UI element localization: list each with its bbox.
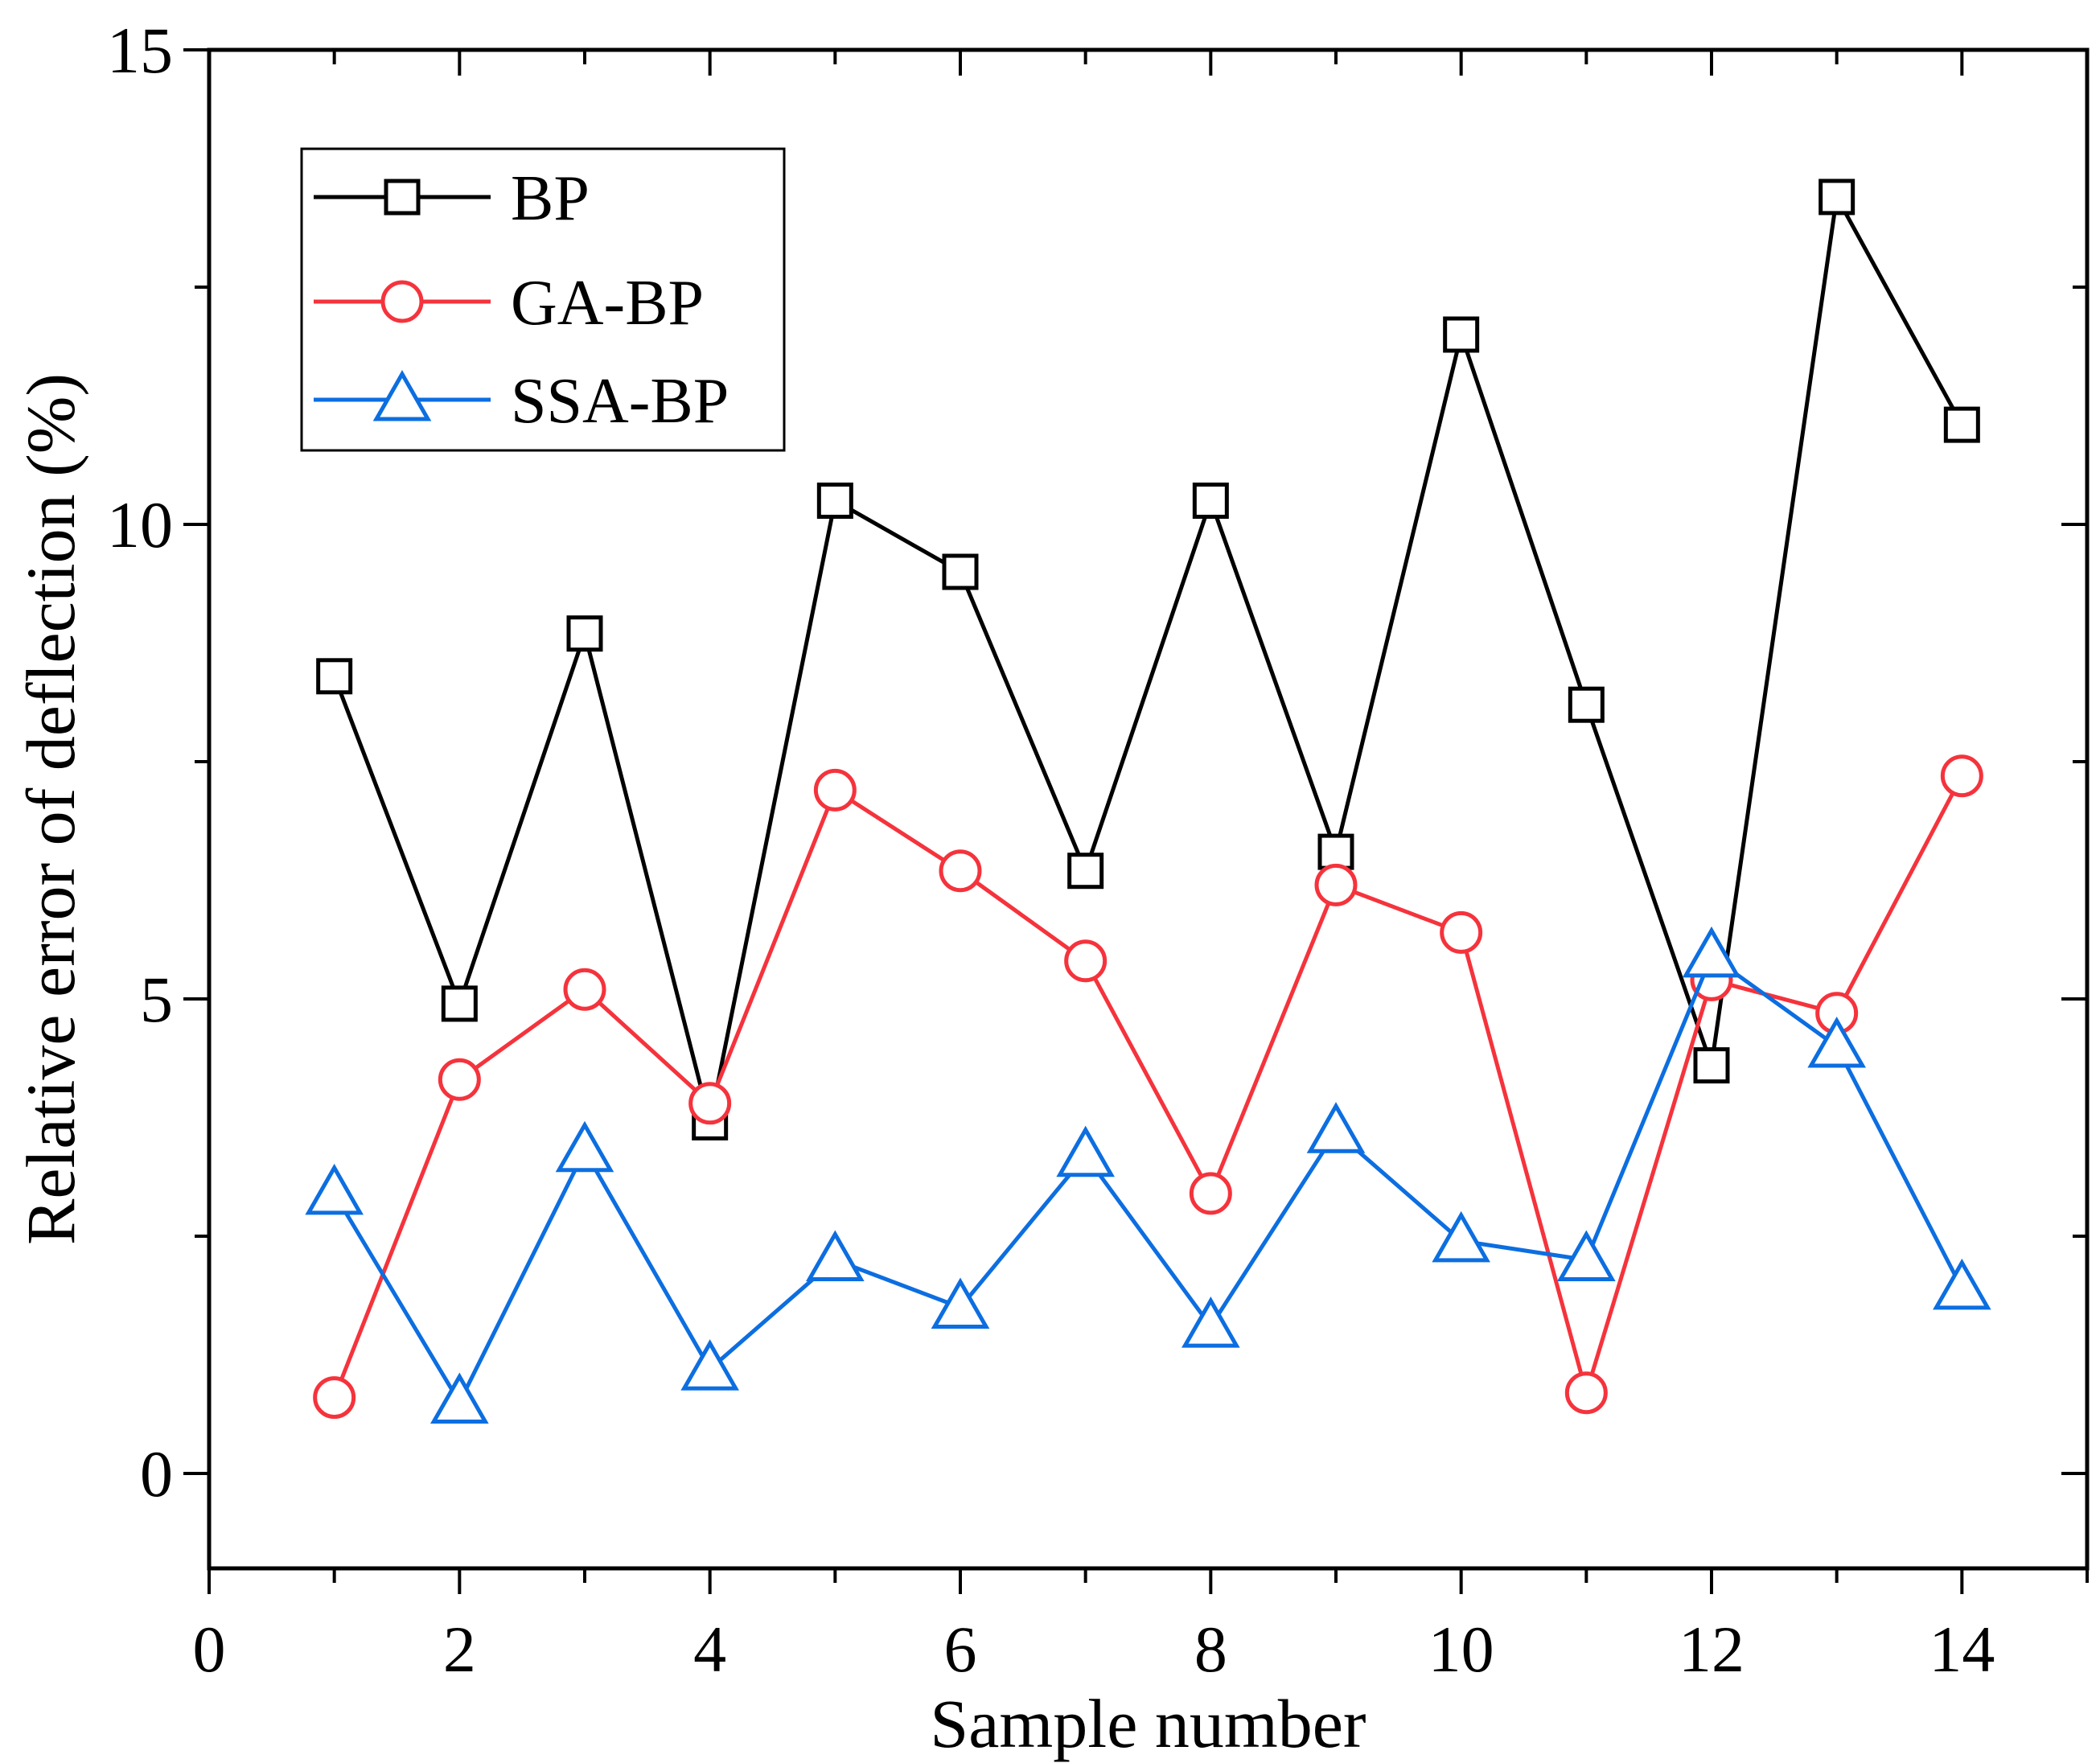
data-series [305, 179, 1991, 1424]
axis-ticks [183, 48, 2089, 1594]
series-line-ga-bp [332, 775, 1964, 1400]
data-point-ssa-bp [1933, 1258, 1991, 1310]
x-tick-label: 14 [1929, 1613, 1995, 1686]
data-point-ssa-bp [1432, 1210, 1490, 1263]
data-point-ga-bp [313, 1376, 356, 1420]
data-point-ssa-bp [305, 1163, 364, 1215]
tick-labels: 0 2 4 6 8 10 12 14 0 5 10 15 [107, 14, 1995, 1686]
x-tick-label: 0 [193, 1613, 226, 1686]
data-point-ga-bp [1314, 863, 1358, 906]
x-axis-title: Sample number [930, 1685, 1366, 1762]
legend-marker-bp [384, 179, 421, 216]
x-tick-label: 10 [1428, 1613, 1494, 1686]
data-point-ssa-bp [1557, 1230, 1616, 1281]
series-line-ssa-bp [332, 953, 1964, 1407]
data-point-bp [816, 483, 853, 519]
y-tick-label: 10 [107, 488, 173, 561]
data-point-ssa-bp [1807, 1016, 1866, 1068]
legend-label-ssa-bp: SSA-BP [511, 366, 729, 437]
y-tick-label: 0 [140, 1437, 173, 1510]
x-tick-label: 8 [1194, 1613, 1227, 1686]
series-ssa-bp [305, 926, 1991, 1424]
data-point-ssa-bp [806, 1230, 865, 1281]
series-ga-bp [313, 754, 1983, 1420]
x-tick-label: 4 [693, 1613, 726, 1686]
data-point-ssa-bp [1056, 1125, 1115, 1177]
data-point-bp [441, 985, 478, 1022]
data-point-ga-bp [939, 849, 982, 893]
legend-entry-ga-bp: GA-BP [314, 268, 704, 339]
data-point-ga-bp [438, 1058, 481, 1101]
data-point-ssa-bp [680, 1339, 739, 1391]
data-point-bp [1443, 316, 1480, 353]
x-tick-label: 12 [1679, 1613, 1745, 1686]
data-point-ssa-bp [555, 1120, 614, 1173]
data-point-bp [1192, 483, 1229, 519]
data-point-ga-bp [1564, 1371, 1608, 1415]
data-point-bp [1067, 853, 1104, 890]
legend-entry-ssa-bp: SSA-BP [314, 366, 729, 437]
series-bp [316, 179, 1980, 1140]
legend-entry-bp: BP [314, 163, 590, 234]
data-point-ga-bp [1940, 754, 1983, 798]
y-axis-title: Relative error of deflection (%) [12, 373, 89, 1245]
legend-marker-ssa-bp [372, 369, 432, 421]
data-point-ssa-bp [931, 1277, 990, 1329]
data-point-ssa-bp [430, 1372, 489, 1424]
data-point-ga-bp [688, 1082, 732, 1125]
legend-label-bp: BP [511, 163, 590, 234]
data-point-ga-bp [1440, 910, 1483, 954]
data-point-ga-bp [1064, 939, 1108, 983]
y-tick-label: 15 [107, 14, 173, 87]
data-point-bp [1568, 686, 1605, 723]
data-point-bp [942, 553, 979, 590]
y-tick-label: 5 [140, 963, 173, 1036]
data-point-ssa-bp [1182, 1297, 1240, 1348]
data-point-bp [316, 658, 353, 695]
x-tick-label: 6 [944, 1613, 977, 1686]
data-point-bp [566, 615, 603, 652]
data-point-ga-bp [813, 768, 857, 812]
data-point-bp [1317, 833, 1354, 870]
data-point-ssa-bp [1682, 926, 1741, 978]
plot-area-frame [207, 47, 2090, 1571]
data-point-bp [1693, 1047, 1730, 1084]
data-point-bp [1943, 406, 1980, 443]
legend: BP GA-BP SSA-BP [300, 147, 786, 452]
legend-label-ga-bp: GA-BP [511, 268, 704, 339]
data-point-ga-bp [1189, 1172, 1232, 1215]
data-point-ssa-bp [1306, 1102, 1366, 1153]
data-point-bp [1818, 179, 1855, 216]
legend-marker-ga-bp [380, 280, 424, 323]
data-point-ga-bp [563, 968, 606, 1011]
x-tick-label: 2 [443, 1613, 476, 1686]
